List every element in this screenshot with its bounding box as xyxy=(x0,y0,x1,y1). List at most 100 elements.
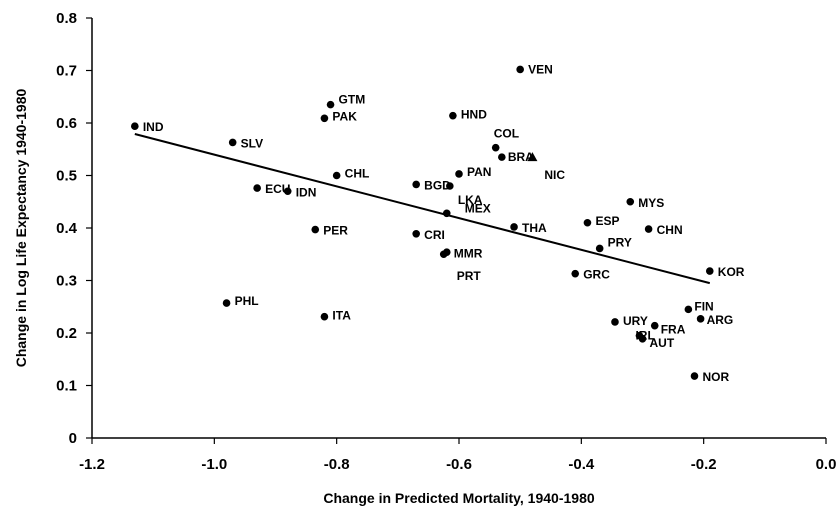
point-marker xyxy=(510,223,518,231)
data-point: NIC xyxy=(527,152,565,182)
y-tick-label: 0.8 xyxy=(56,10,77,27)
data-point: CHL xyxy=(332,167,370,181)
data-point: BGD xyxy=(412,178,451,192)
point-marker xyxy=(595,244,604,253)
point-marker xyxy=(222,299,231,307)
point-label: GRC xyxy=(583,268,610,282)
data-point: SLV xyxy=(228,136,263,150)
data-point: KOR xyxy=(705,265,745,279)
point-label: IND xyxy=(143,120,164,134)
point-marker xyxy=(638,334,647,343)
point-marker xyxy=(583,218,592,227)
point-marker xyxy=(253,184,261,192)
point-label: BRA xyxy=(508,150,534,164)
data-point: CHN xyxy=(644,223,683,237)
data-point: BRA xyxy=(498,150,534,164)
data-point: MYS xyxy=(626,196,664,210)
data-point: ITA xyxy=(320,309,351,323)
point-label: ECU xyxy=(265,182,290,196)
ticks: -1.2 -1.0 -0.8 -0.6 -0.4 -0.2 0.0 0 0.1 0.2 0.3 0.4… xyxy=(56,10,836,473)
point-marker xyxy=(527,152,538,162)
data-point: URY xyxy=(611,314,648,328)
point-label: THA xyxy=(522,221,547,235)
data-point: LKA xyxy=(446,182,483,207)
point-label: URY xyxy=(623,314,648,328)
point-marker xyxy=(446,182,454,190)
point-label: MYS xyxy=(638,196,664,210)
point-marker xyxy=(644,225,653,233)
point-marker xyxy=(455,170,463,178)
data-point: ARG xyxy=(696,313,734,327)
point-label: FRA xyxy=(661,323,686,337)
point-label: PRT xyxy=(457,269,482,283)
trendline-group xyxy=(134,133,711,285)
point-label: BGD xyxy=(424,178,451,192)
point-label: PER xyxy=(323,224,348,238)
point-label: CHN xyxy=(657,223,683,237)
point-label: NIC xyxy=(544,168,565,182)
point-marker xyxy=(412,180,420,189)
data-point: VEN xyxy=(516,62,553,76)
trendline xyxy=(134,133,711,285)
y-tick-label: 0.4 xyxy=(56,220,78,237)
point-marker xyxy=(442,209,451,218)
point-marker xyxy=(491,143,500,152)
point-marker xyxy=(131,122,139,130)
data-point: COL xyxy=(491,127,519,152)
data-point: IND xyxy=(131,120,164,134)
data-point: GRC xyxy=(571,268,610,282)
data-point: FIN xyxy=(684,299,714,314)
data-point: PAK xyxy=(320,109,357,123)
point-label: CHL xyxy=(345,167,370,181)
point-marker xyxy=(442,248,451,256)
point-label: PAK xyxy=(332,109,357,123)
point-marker xyxy=(228,138,237,147)
point-marker xyxy=(326,100,335,109)
point-marker xyxy=(320,114,329,123)
point-label: KOR xyxy=(718,265,745,279)
point-marker xyxy=(650,321,659,330)
point-label: SLV xyxy=(241,136,263,150)
y-tick-label: 0.6 xyxy=(56,115,77,132)
point-marker xyxy=(690,372,699,380)
data-point: ECU xyxy=(253,182,290,196)
y-tick-label: 0.3 xyxy=(56,273,77,290)
y-tick-label: 0 xyxy=(69,430,77,447)
point-label: ARG xyxy=(707,313,734,327)
point-label: PRY xyxy=(608,235,632,249)
point-marker xyxy=(684,305,693,314)
point-label: IDN xyxy=(296,185,317,199)
point-label: HND xyxy=(461,108,487,122)
point-marker xyxy=(611,318,619,326)
point-marker xyxy=(320,312,329,321)
data-point: MEX xyxy=(442,201,491,218)
x-tick-label: -0.4 xyxy=(568,456,595,473)
point-marker xyxy=(705,267,714,275)
y-tick-label: 0.5 xyxy=(56,168,77,185)
point-label: GTM xyxy=(339,93,366,107)
point-label: MMR xyxy=(454,246,483,260)
data-point: GTM xyxy=(326,93,366,109)
point-label: COL xyxy=(494,127,519,141)
point-marker xyxy=(283,187,292,196)
x-axis-title: Change in Predicted Mortality, 1940-1980 xyxy=(323,490,594,506)
y-tick-label: 0.2 xyxy=(56,325,77,342)
data-point: FRA xyxy=(650,321,686,337)
point-label: MEX xyxy=(465,201,491,215)
point-label: NOR xyxy=(702,370,729,384)
data-point: AUT xyxy=(638,334,675,350)
point-marker xyxy=(449,111,457,120)
data-point: HND xyxy=(449,108,487,122)
point-marker xyxy=(412,229,420,238)
x-tick-label: -1.0 xyxy=(201,456,227,473)
data-point: PRT xyxy=(442,248,482,283)
point-marker xyxy=(571,269,580,278)
data-point: NOR xyxy=(690,370,729,384)
point-marker xyxy=(696,315,705,323)
point-label: ESP xyxy=(595,214,619,228)
data-point: PHL xyxy=(222,294,259,308)
data-point: PRY xyxy=(595,235,632,253)
point-label: FIN xyxy=(694,299,713,313)
point-marker xyxy=(311,225,320,234)
